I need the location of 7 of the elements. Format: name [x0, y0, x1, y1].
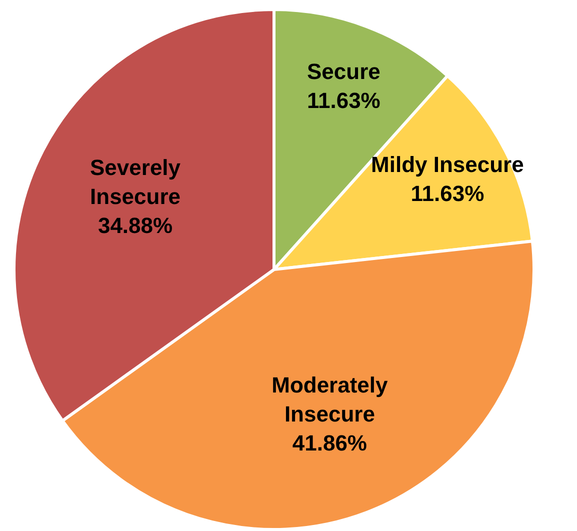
data-label: 41.86%	[292, 430, 368, 456]
data-label: 34.88%	[98, 213, 173, 238]
data-label: 11.63%	[410, 180, 484, 206]
slice-label: Moderately Insecure	[272, 372, 389, 426]
slice-label: Secure	[306, 58, 380, 84]
slice-label: Severely Insecure	[90, 155, 182, 210]
data-label: 11.63%	[306, 88, 380, 113]
